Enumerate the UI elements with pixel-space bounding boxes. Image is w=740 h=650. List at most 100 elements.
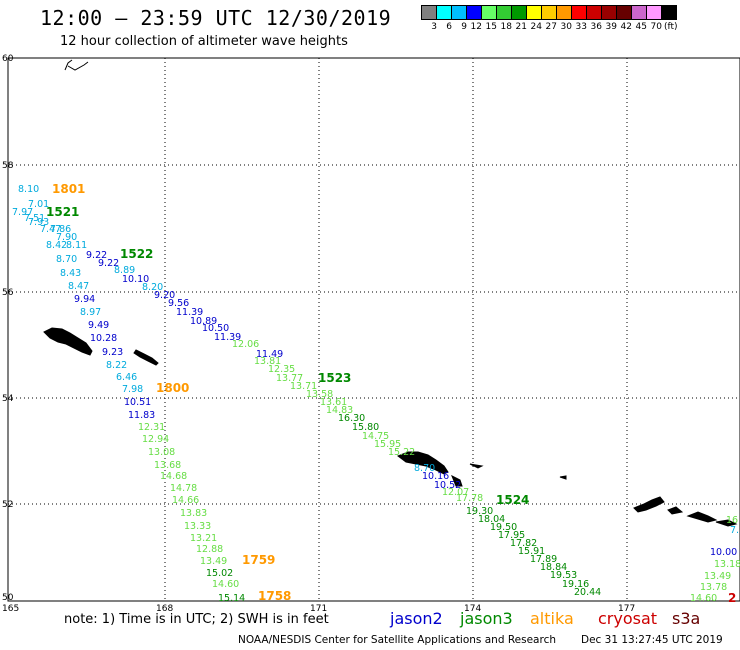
rat-islands-b [667,506,684,515]
wave-height-label: 19.16 [562,579,589,590]
lat-label-58: 58 [2,161,14,171]
wave-height-label: 16 [726,515,738,526]
wave-height-label: 8.97 [80,307,101,318]
wave-height-label: 6.46 [116,372,137,383]
wave-height-label: 7.47 [40,224,61,235]
wave-height-label: 7. [730,525,739,536]
wave-height-label: 12.31 [138,422,165,433]
wave-height-label: 10.28 [90,333,117,344]
wave-height-label: 9.20 [154,290,175,301]
wave-height-label: 12.94 [142,434,169,445]
agattu-island [451,474,463,487]
wave-height-label: 15.80 [352,422,379,433]
color-scale-label: 3 [431,22,437,32]
time-labels: 1801 1521 1522 1800 1523 1524 1759 1758 2 [46,182,736,605]
wave-height-label: 15.95 [374,439,401,450]
wave-height-label: 14.75 [362,431,389,442]
color-swatch [661,5,677,20]
wave-height-label: 16.30 [338,413,365,424]
lat-label-54: 54 [2,394,14,404]
color-scale-label: 12 [470,22,482,32]
islet-a [469,463,484,469]
wave-height-label: 8.11 [66,240,87,251]
wave-height-label: 9.56 [168,298,189,309]
coastlines [43,59,738,527]
pass-time-label: 1801 [52,182,85,196]
pass-time-label: 1524 [496,493,529,507]
wave-height-label: 13.83 [180,508,207,519]
wave-height-label: 13.61 [320,397,347,408]
wave-height-label: 9.49 [88,320,109,331]
color-scale-label: 18 [500,22,512,32]
rat-islands-d [715,519,738,527]
wave-height-label: 15.14 [218,593,245,604]
wave-height-label: 14.66 [172,495,199,506]
color-scale-label: 21 [515,22,527,32]
wave-height-label: 7.97 [12,207,33,218]
color-scale-legend [421,5,677,20]
legend-jason3: jason3 [460,609,513,628]
pass-time-label: 1800 [156,381,189,395]
wave-height-label: 9.22 [86,250,107,261]
color-scale-label: (ft) [664,22,678,32]
attu-island [396,451,449,475]
color-scale-label: 45 [635,22,647,32]
wave-height-label: 15.22 [388,447,415,458]
wave-height-label: 14.68 [160,471,187,482]
wave-height-label: 19.53 [550,570,577,581]
rat-islands-c [686,511,718,523]
wave-height-label: 17.78 [456,493,483,504]
wave-height-label: 8.20 [142,282,163,293]
wave-height-label: 8.89 [114,265,135,276]
wave-height-label: 14.60 [690,593,717,604]
wave-height-label: 10.52 [434,480,461,491]
color-scale-label: 39 [605,22,617,32]
bering-island [43,327,93,356]
color-scale-label: 27 [545,22,557,32]
wave-height-label: 11.49 [256,349,283,360]
color-scale-label: 6 [446,22,452,32]
wave-height-label: 14.83 [326,405,353,416]
map-frame [7,57,740,602]
lon-label-174: 174 [464,604,481,614]
wave-height-label: 11.39 [214,332,241,343]
wave-height-label: 8.43 [60,268,81,279]
lon-label-177: 177 [618,604,635,614]
wave-height-label: 18.04 [478,514,505,525]
wave-height-label: 8.70 [414,463,435,474]
wave-height-label: 10.50 [202,323,229,334]
color-scale-label: 70 [650,22,662,32]
legend-altika: altika [530,609,574,628]
wave-height-label: 8.42 [46,240,67,251]
wave-height-label: 13.71 [290,381,317,392]
pass-time-label: 1759 [242,553,275,567]
lon-label-171: 171 [310,604,327,614]
color-scale-label: 15 [485,22,497,32]
wave-height-label: 17.95 [498,530,525,541]
lon-label-165: 165 [2,604,19,614]
legend-cryosat: cryosat [598,609,658,628]
wave-height-label: 8.22 [106,360,127,371]
wave-height-label: 11.39 [176,307,203,318]
pass-time-label: 2 [728,591,736,605]
wave-height-label: 15.02 [206,568,233,579]
wave-height-label: 13.77 [276,373,303,384]
wave-height-label: 13.18 [714,559,740,570]
wave-height-label: 7.01 [28,199,49,210]
legend-jason2: jason2 [390,609,443,628]
wave-height-label: 13.81 [254,356,281,367]
wave-height-label: 13.58 [306,389,333,400]
wave-height-label: 10.10 [122,274,149,285]
wave-height-label: 17.82 [510,538,537,549]
color-scale-label: 36 [590,22,602,32]
pass-time-label: 1758 [258,589,291,603]
footer-credit: NOAA/NESDIS Center for Satellite Applica… [238,634,556,646]
wave-height-label: 13.21 [190,533,217,544]
wave-height-label: 7.93 [28,217,49,228]
wave-height-label: 15.91 [518,546,545,557]
footer-note: note: 1) Time is in UTC; 2) SWH is in fe… [64,612,329,627]
wave-height-label: 13.49 [200,556,227,567]
color-scale-label: 24 [530,22,542,32]
wave-height-label: 13.49 [704,571,731,582]
